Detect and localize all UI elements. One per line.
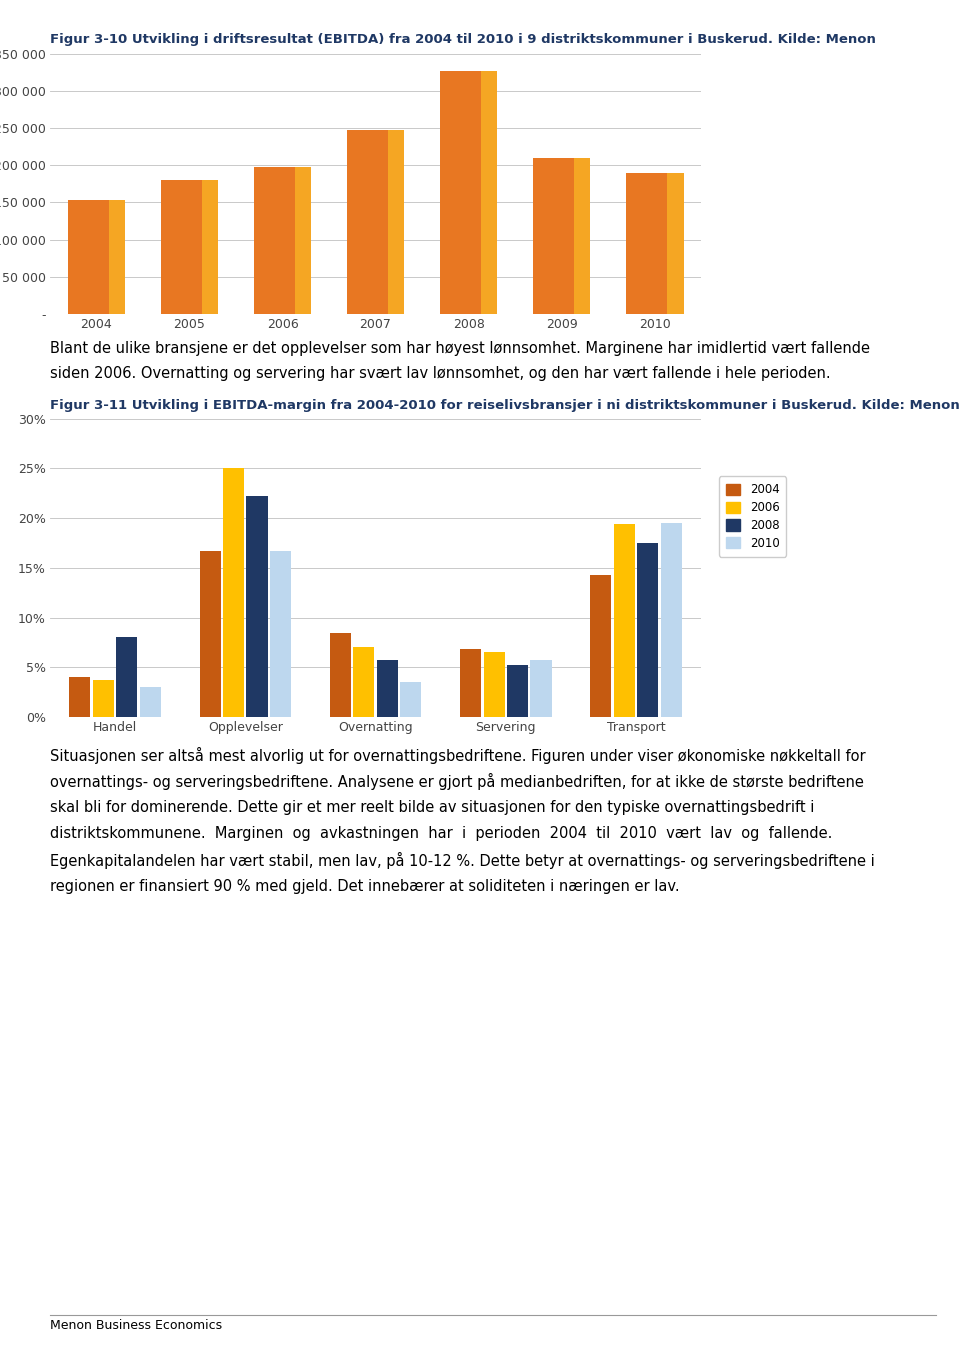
Bar bbox=[67, 200, 126, 314]
Legend: 2004, 2006, 2008, 2010: 2004, 2006, 2008, 2010 bbox=[719, 476, 786, 556]
Text: siden 2006. Overnatting og servering har svært lav lønnsomhet, og den har vært f: siden 2006. Overnatting og servering har… bbox=[50, 365, 830, 382]
Text: overnattings- og serveringsbedriftene. Analysene er gjort på medianbedriften, fo: overnattings- og serveringsbedriftene. A… bbox=[50, 774, 864, 790]
Bar bbox=[626, 173, 684, 314]
Bar bbox=[574, 158, 590, 314]
Text: Figur 3-10 Utvikling i driftsresultat (EBITDA) fra 2004 til 2010 i 9 distriktsko: Figur 3-10 Utvikling i driftsresultat (E… bbox=[50, 32, 876, 46]
Bar bbox=[440, 70, 497, 314]
Bar bbox=[613, 524, 635, 717]
Text: skal bli for dominerende. Dette gir et mer reelt bilde av situasjonen for den ty: skal bli for dominerende. Dette gir et m… bbox=[50, 800, 814, 815]
Bar bbox=[460, 649, 481, 717]
Text: RAPPORT: RAPPORT bbox=[742, 1327, 815, 1341]
Text: Egenkapitalandelen har vært stabil, men lav, på 10-12 %. Dette betyr at overnatt: Egenkapitalandelen har vært stabil, men … bbox=[50, 852, 875, 870]
Text: Blant de ulike bransjene er det opplevelser som har høyest lønnsomhet. Marginene: Blant de ulike bransjene er det opplevel… bbox=[50, 341, 870, 356]
Bar bbox=[531, 660, 552, 717]
Bar bbox=[533, 158, 590, 314]
Text: distriktskommunene.  Marginen  og  avkastningen  har  i  perioden  2004  til  20: distriktskommunene. Marginen og avkastni… bbox=[50, 825, 832, 842]
Bar bbox=[347, 130, 404, 314]
Text: regionen er finansiert 90 % med gjeld. Det innebærer at soliditeten i næringen e: regionen er finansiert 90 % med gjeld. D… bbox=[50, 879, 680, 894]
Bar bbox=[330, 632, 351, 717]
Bar bbox=[484, 652, 505, 717]
Bar bbox=[481, 70, 497, 314]
Bar bbox=[109, 200, 126, 314]
Bar bbox=[270, 551, 291, 717]
Bar bbox=[93, 681, 114, 717]
Text: Menon Business Economics: Menon Business Economics bbox=[50, 1319, 222, 1333]
Bar bbox=[353, 648, 374, 717]
Bar bbox=[139, 687, 160, 717]
Bar bbox=[296, 166, 311, 314]
Bar bbox=[376, 660, 397, 717]
Bar bbox=[247, 497, 268, 717]
Bar bbox=[223, 468, 244, 717]
Bar bbox=[203, 180, 218, 314]
Bar bbox=[637, 543, 659, 717]
Bar bbox=[160, 180, 218, 314]
Bar bbox=[590, 575, 612, 717]
Bar bbox=[200, 551, 221, 717]
Text: Figur 3-11 Utvikling i EBITDA-margin fra 2004-2010 for reiselivsbransjer i ni di: Figur 3-11 Utvikling i EBITDA-margin fra… bbox=[50, 399, 960, 413]
Bar bbox=[116, 637, 137, 717]
Bar bbox=[507, 666, 528, 717]
Bar bbox=[69, 678, 90, 717]
Bar bbox=[667, 173, 684, 314]
Bar bbox=[660, 524, 682, 717]
Bar bbox=[388, 130, 404, 314]
Text: 13: 13 bbox=[898, 1327, 917, 1341]
Bar bbox=[400, 682, 421, 717]
Bar bbox=[253, 166, 311, 314]
Text: Situasjonen ser altså mest alvorlig ut for overnattingsbedriftene. Figuren under: Situasjonen ser altså mest alvorlig ut f… bbox=[50, 747, 866, 764]
